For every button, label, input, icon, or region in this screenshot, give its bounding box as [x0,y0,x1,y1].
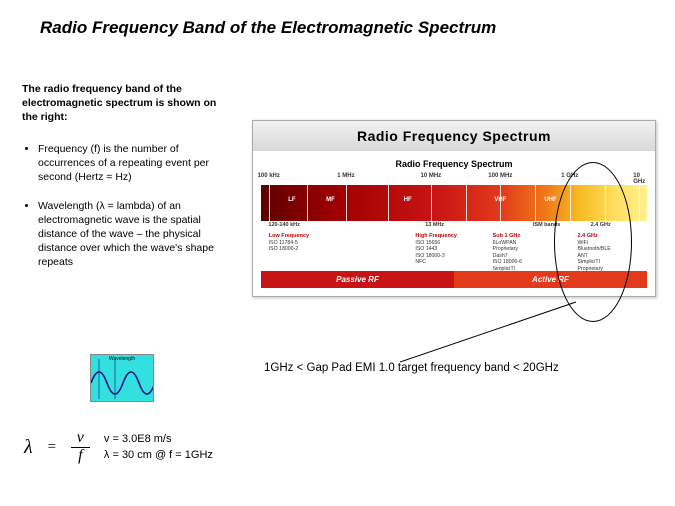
scale-label: 10 GHz [633,173,645,185]
tick-mark [388,185,389,221]
tick-mark [346,185,347,221]
standards-line: ISO 18000-2 [269,246,309,253]
chart-subtitle: Radio Frequency Spectrum [261,157,647,173]
standards-column: Low FrequencyISO 11784-5ISO 18000-2 [269,233,309,253]
bullet-item: Frequency (f) is the number of occurrenc… [38,142,232,185]
wavelength-thumbnail: Wavelength [90,354,154,402]
standards-line: NFC [415,259,457,266]
standards-column: High FrequencyISO 15656ISO 1443ISO 18000… [415,233,457,266]
tick-mark [307,185,308,221]
tick-mark [269,185,270,221]
tick-mark [639,185,640,221]
spectrum-panel: Radio Frequency Spectrum Radio Frequency… [252,120,656,297]
passive-rf-label: Passive RF [261,271,454,288]
tick-mark [431,185,432,221]
frequency-scale: 100 kHz 1 MHz 10 MHz 100 MHz 1 GHz 10 GHz [261,173,647,183]
standards-header: High Frequency [415,233,457,240]
band-label: HF [404,197,412,203]
panel-title: Radio Frequency Spectrum [253,121,655,151]
intro-text: The radio frequency band of the electrom… [22,82,232,125]
bullet-item: Wavelength (λ = lambda) of an electromag… [38,199,232,270]
tick-mark [605,185,606,221]
chart-wrap: Radio Frequency Spectrum 100 kHz 1 MHz 10 … [253,151,655,296]
wavelength-label: Wavelength [91,356,153,362]
band-label: MF [326,197,335,203]
marker-label: 13 MHz [425,222,444,229]
standards-column: 2.4 GHzWiFiBluetooth/BLEANTSimpliciTIPro… [578,233,611,272]
below-labels: 120-140 kHz 13 MHz ISM bands 2.4 GHz Low Fre… [261,223,647,269]
bullet-list: Frequency (f) is the number of occurrenc… [22,142,232,283]
band-label: UHF [544,197,556,203]
gradient-bar: LF MF HF VHF UHF [261,185,647,221]
page-title: Radio Frequency Band of the Electromagne… [0,0,675,38]
standards-line: Proprietary [578,266,611,273]
equals-sign: = [47,439,57,456]
speed-of-light: v = 3.0E8 m/s [104,431,213,448]
active-rf-label: Active RF [454,271,647,288]
tick-mark [535,185,536,221]
standards-column: Sub 1 GHz6LoWPANProprietaryDash7ISO 1800… [493,233,522,272]
band-label: VHF [494,197,506,203]
formula-values: v = 3.0E8 m/s λ = 30 cm @ f = 1GHz [104,431,213,464]
marker-label: 120-140 kHz [268,222,300,229]
sine-wave-icon [91,355,154,402]
lambda-symbol: λ [24,436,33,459]
tick-mark [466,185,467,221]
marker-label: 2.4 GHz [591,222,611,229]
denominator: f [72,448,88,465]
tick-mark [500,185,501,221]
scale-label: 100 MHz [488,173,512,179]
standards-line: SimpliciTI [493,266,522,273]
wavelength-formula: λ = v f v = 3.0E8 m/s λ = 30 cm @ f = 1G… [24,430,213,465]
leader-line [400,300,600,364]
footer-bar: Passive RF Active RF [261,271,647,288]
target-band-caption: 1GHz < Gap Pad EMI 1.0 target frequency … [264,362,559,374]
tick-mark [570,185,571,221]
standards-line: Bluetooth/BLE [578,246,611,253]
standards-header: Low Frequency [269,233,309,240]
standards-header: 2.4 GHz [578,233,611,240]
standards-line: Proprietary [493,246,522,253]
numerator: v [71,430,90,448]
scale-label: 100 kHz [258,173,280,179]
scale-label: 10 MHz [420,173,441,179]
fraction: v f [71,430,90,465]
scale-label: 1 GHz [561,173,578,179]
standards-line: ISO 18000-6 [493,259,522,266]
band-label: LF [288,197,295,203]
marker-label: ISM bands [533,222,561,229]
example-wavelength: λ = 30 cm @ f = 1GHz [104,447,213,464]
standards-header: Sub 1 GHz [493,233,522,240]
scale-label: 1 MHz [337,173,354,179]
